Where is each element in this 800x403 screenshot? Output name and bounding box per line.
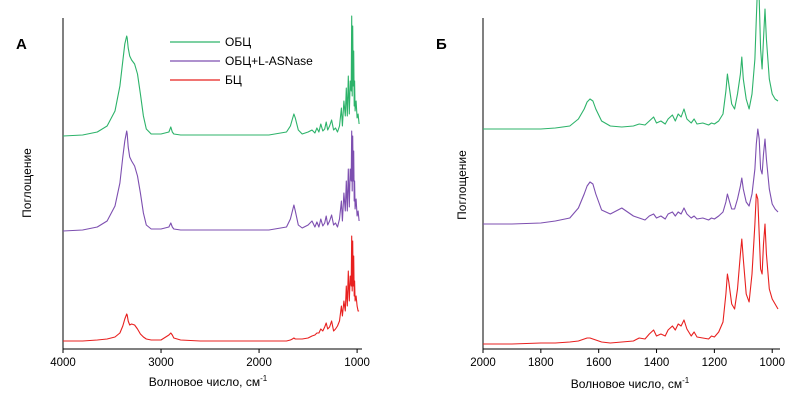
- panel-a-x-tick-label: 4000: [50, 357, 76, 369]
- panel-a-x-ticks: 4000 3000 2000 1000: [50, 349, 370, 369]
- panel-a-legend: ОБЦ ОБЦ+L-ASNase БЦ: [170, 35, 313, 87]
- panel-b-x-tick-label: 1600: [586, 357, 612, 369]
- panel-a: А ОБЦ ОБЦ+L-ASNase БЦ 4000 3000 2000 1000 П…: [16, 15, 370, 389]
- panel-a-x-title-sup: -1: [260, 374, 268, 383]
- panel-b-x-tick-label: 2000: [470, 357, 496, 369]
- panel-b-x-tick-label: 1000: [759, 357, 785, 369]
- panel-b-x-title-sup: -1: [682, 376, 690, 385]
- panel-b-x-title-text: Волновое число, см: [571, 377, 682, 391]
- panel-b-series: [483, 0, 779, 345]
- panel-a-series-bc: [63, 235, 360, 342]
- panel-a-x-title: Волновое число, см-1: [149, 374, 268, 389]
- panel-a-label: А: [16, 36, 27, 53]
- panel-b-x-tick-label: 1200: [702, 357, 728, 369]
- legend-label-bc: БЦ: [225, 73, 242, 87]
- panel-b-series-obc-lasnase: [483, 128, 779, 225]
- panel-b-series-bc: [483, 193, 779, 345]
- panel-a-series-obc-lasnase: [62, 130, 360, 232]
- panel-a-x-title-text: Волновое число, см: [149, 375, 260, 389]
- panel-b-label: Б: [436, 36, 447, 53]
- panel-b-y-title: Поглощение: [455, 150, 469, 220]
- panel-b-series-obc: [483, 0, 779, 130]
- legend-label-obc: ОБЦ: [225, 35, 251, 49]
- panel-a-x-tick-label: 3000: [148, 357, 174, 369]
- panel-a-series-obc: [62, 15, 360, 137]
- panel-a-y-title: Поглощение: [20, 148, 34, 218]
- panel-b: Б 2000 1800 1600 1400 1200 1000 Поглощение Во…: [436, 0, 785, 391]
- panel-a-series: [62, 15, 360, 342]
- panel-b-x-ticks: 2000 1800 1600 1400 1200 1000: [470, 349, 785, 369]
- panel-b-x-tick-label: 1800: [528, 357, 554, 369]
- panel-a-x-tick-label: 2000: [246, 357, 272, 369]
- panel-b-x-tick-label: 1400: [644, 357, 670, 369]
- panel-a-axes: [62, 18, 362, 350]
- legend-label-obc-lasnase: ОБЦ+L-ASNase: [225, 54, 313, 68]
- panel-a-x-tick-label: 1000: [344, 357, 370, 369]
- panel-b-x-title: Волновое число, см-1: [571, 376, 690, 391]
- panel-b-axes: [482, 18, 780, 350]
